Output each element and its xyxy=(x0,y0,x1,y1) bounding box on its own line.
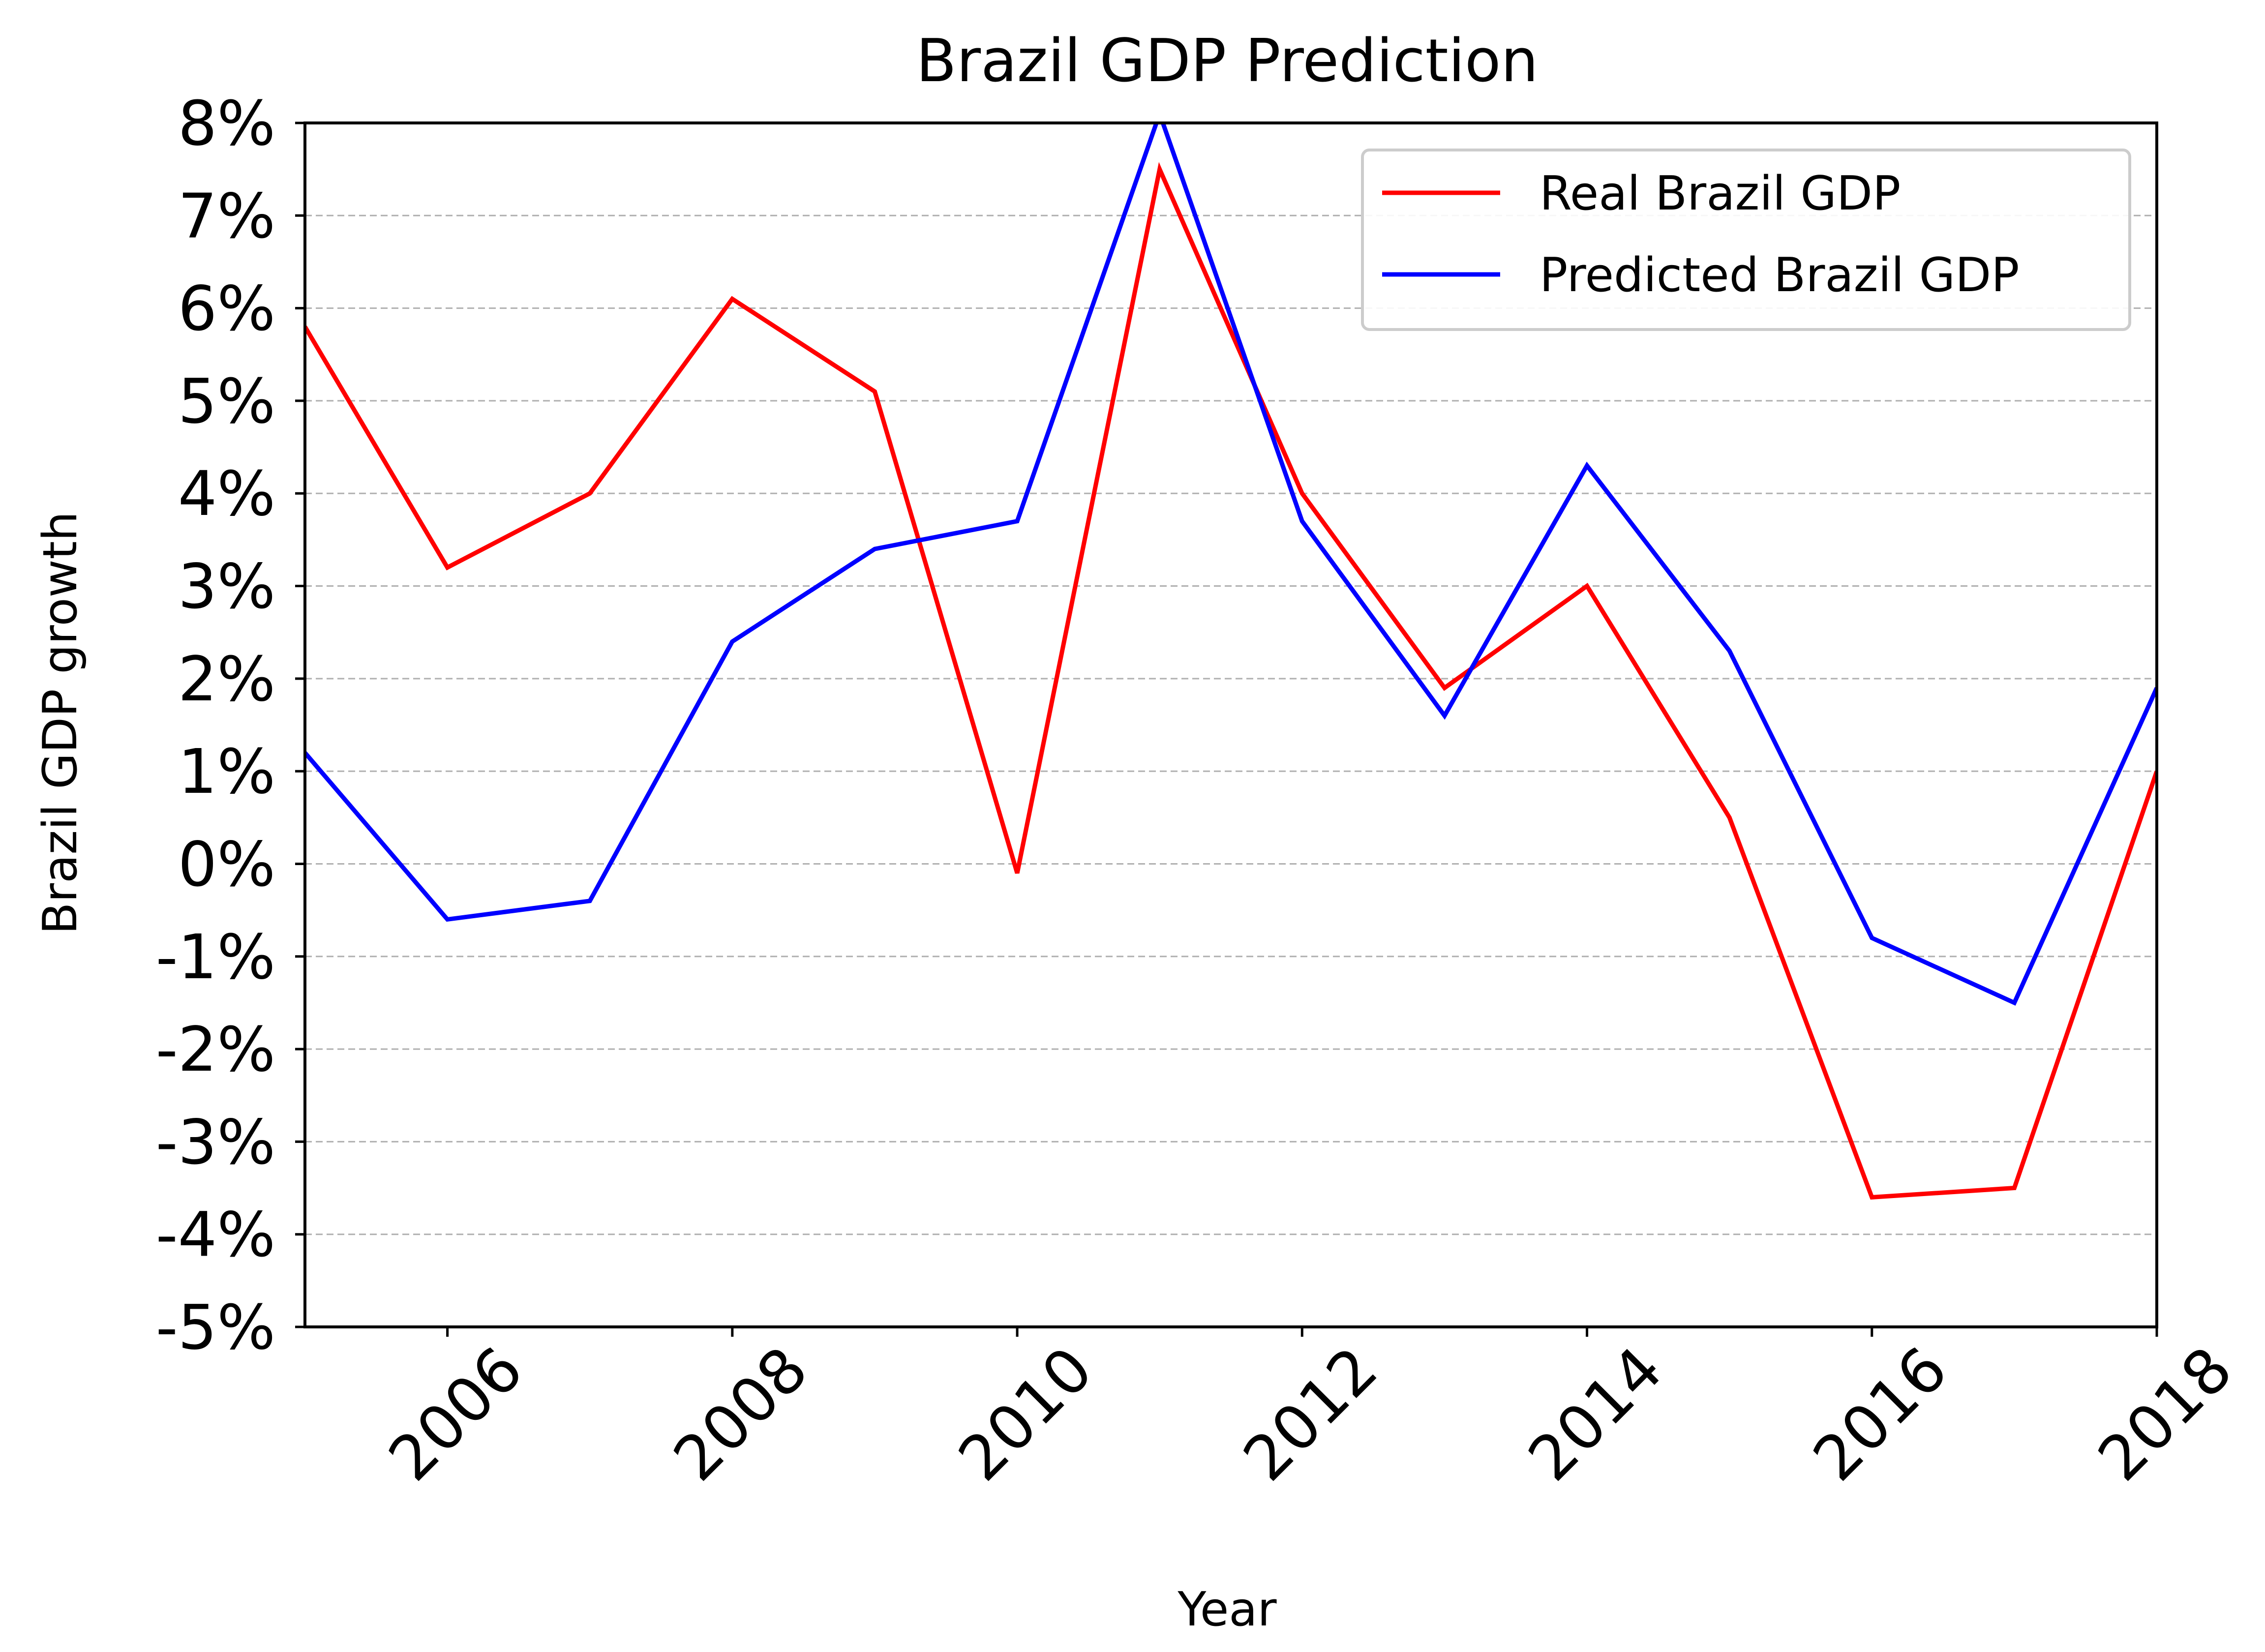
y-tick-label: 2% xyxy=(178,644,275,715)
y-tick-label: -1% xyxy=(156,922,275,993)
legend-label-predicted: Predicted Brazil GDP xyxy=(1540,248,2020,302)
y-tick-label: 1% xyxy=(178,736,275,808)
y-tick-label: -2% xyxy=(156,1014,275,1085)
y-tick-label: 7% xyxy=(178,180,275,252)
y-tick-label: 4% xyxy=(178,458,275,530)
y-tick-label: 3% xyxy=(178,551,275,623)
y-tick-label: -4% xyxy=(156,1200,275,1271)
legend: Real Brazil GDP Predicted Brazil GDP xyxy=(1361,149,2131,331)
y-tick-label: 6% xyxy=(178,273,275,345)
series-line-real xyxy=(305,162,2157,1200)
x-axis-label: Year xyxy=(1177,1583,1277,1637)
y-axis-label: Brazil GDP growth xyxy=(33,511,88,934)
series-line-predicted xyxy=(305,123,2157,1006)
series-layer xyxy=(305,123,2157,1200)
y-tick-label: -3% xyxy=(156,1107,275,1178)
legend-box xyxy=(1361,149,2131,331)
legend-label-real: Real Brazil GDP xyxy=(1540,167,1901,221)
chart-title: Brazil GDP Prediction xyxy=(916,27,1538,95)
y-tick-label: 8% xyxy=(178,88,275,159)
y-axis: -5% -4% -3% -2% -1% 0% 1% 2% 3% 4% 5% 6% 7% 8% xyxy=(156,88,305,1363)
y-tick-label: 5% xyxy=(178,366,275,437)
y-tick-label: -5% xyxy=(156,1292,275,1363)
plot-frame xyxy=(303,121,2158,1328)
y-tick-label: 0% xyxy=(178,829,275,900)
